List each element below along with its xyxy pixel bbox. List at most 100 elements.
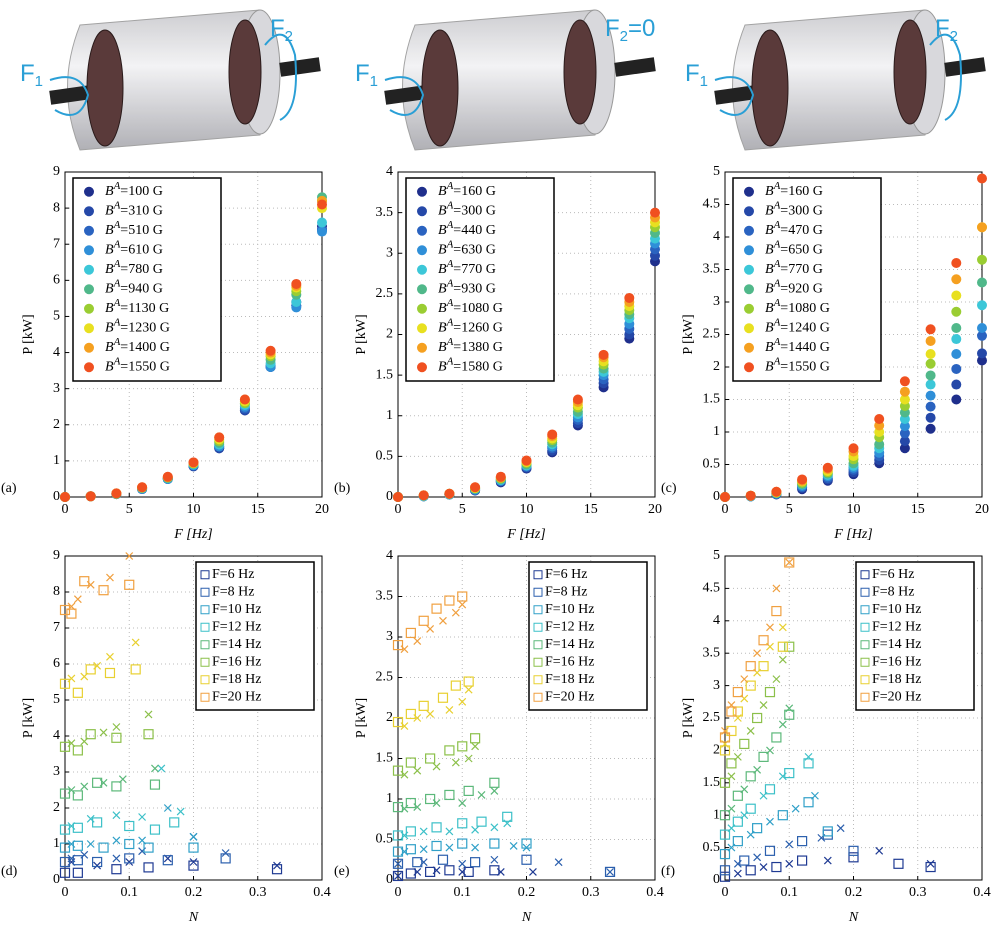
point — [444, 488, 455, 499]
legend-symbol: B — [765, 262, 774, 277]
legend-superscript: A — [773, 257, 781, 269]
point — [418, 700, 429, 711]
point — [977, 355, 987, 366]
point — [92, 817, 103, 828]
cross-point — [426, 624, 435, 633]
point — [899, 376, 910, 387]
cross-point — [99, 778, 108, 787]
point — [143, 862, 154, 873]
y-tick-label: 4.5 — [703, 197, 721, 212]
legend-entry: =1580 G — [453, 359, 503, 374]
y-tick-label: 8 — [53, 200, 60, 215]
legend-label: BA=630 G — [438, 238, 496, 258]
legend-marker — [744, 362, 754, 373]
y-tick-label: 4 — [53, 728, 60, 743]
legend-symbol: B — [765, 184, 774, 199]
legend-superscript: A — [773, 218, 781, 230]
cross-point — [471, 742, 480, 751]
legend-superscript: A — [113, 257, 121, 269]
y-tick-label: 5 — [713, 164, 720, 179]
point — [317, 226, 327, 237]
arrow — [929, 33, 962, 121]
cross-point — [93, 661, 102, 670]
legend-label: BA=160 G — [765, 179, 823, 199]
point — [732, 706, 743, 717]
legend-label: F=16 Hz — [212, 654, 262, 669]
legend-symbol: B — [765, 320, 774, 335]
x-tick-label: 0.1 — [781, 885, 799, 900]
cross-point — [125, 858, 134, 866]
cross-point — [727, 843, 736, 852]
x-tick-label: 20 — [975, 502, 989, 517]
legend-marker — [533, 675, 543, 685]
point — [771, 486, 782, 497]
cross-point — [400, 804, 409, 813]
point — [214, 432, 225, 443]
point — [317, 217, 327, 228]
cross-point — [727, 772, 736, 781]
cross-point — [759, 791, 768, 800]
force-symbol: F — [935, 15, 950, 42]
cross-point — [606, 867, 614, 876]
legend-entry: =650 G — [780, 242, 823, 257]
legend-marker — [533, 570, 543, 580]
point — [726, 758, 737, 769]
legend-superscript: A — [446, 335, 454, 347]
shaft — [614, 57, 656, 77]
point — [951, 274, 962, 285]
y-tick-label: 1 — [713, 424, 720, 439]
cross-point — [432, 866, 441, 875]
y-tick-label: 3.5 — [376, 589, 394, 604]
legend-symbol: B — [105, 262, 114, 277]
y-tick-label: 3 — [53, 764, 60, 779]
legend-label: F=16 Hz — [872, 654, 922, 669]
panel-label: (e) — [334, 864, 350, 879]
legend-label: F=6 Hz — [212, 567, 255, 582]
legend-label: BA=650 G — [765, 238, 823, 258]
point — [803, 797, 814, 808]
x-axis-label: F [Hz] — [833, 527, 873, 542]
point — [977, 348, 987, 359]
force-subscript: 2 — [285, 28, 293, 45]
cross-point — [432, 799, 441, 807]
point — [624, 292, 635, 303]
cross-point — [778, 720, 787, 729]
y-tick-label: 1 — [713, 807, 720, 822]
legend-entry: F=10 Hz — [545, 602, 595, 617]
cross-point — [727, 824, 736, 833]
legend-symbol: B — [765, 242, 774, 257]
cross-point — [221, 849, 230, 857]
y-tick-label: 1.5 — [376, 751, 394, 766]
y-tick-label: 2 — [386, 327, 393, 342]
cross-point — [67, 854, 76, 863]
cross-point — [112, 723, 121, 731]
point — [899, 386, 910, 397]
point — [732, 790, 743, 801]
y-tick-label: 4 — [386, 548, 393, 563]
point — [169, 817, 180, 828]
point — [130, 664, 141, 675]
x-tick-label: 15 — [911, 502, 925, 517]
point — [463, 676, 474, 687]
point — [951, 379, 962, 390]
legend-label: BA=1130 G — [105, 296, 169, 316]
impeller-disk — [563, 19, 597, 125]
point — [111, 864, 122, 875]
legend-box — [72, 177, 222, 382]
legend-entry: =610 G — [120, 242, 163, 257]
cross-point — [67, 840, 76, 848]
legend-entry: =1440 G — [780, 340, 830, 355]
point — [745, 865, 756, 876]
point — [752, 823, 763, 834]
cross-point — [125, 552, 134, 560]
cross-point — [112, 811, 121, 820]
legend-marker — [84, 206, 94, 217]
legend-entry: =1380 G — [453, 340, 503, 355]
point — [72, 867, 83, 878]
point — [977, 300, 987, 311]
y-tick-label: 5 — [53, 692, 60, 707]
legend-marker — [860, 640, 870, 650]
legend-marker — [417, 206, 427, 217]
point — [92, 777, 103, 788]
point — [463, 866, 474, 878]
